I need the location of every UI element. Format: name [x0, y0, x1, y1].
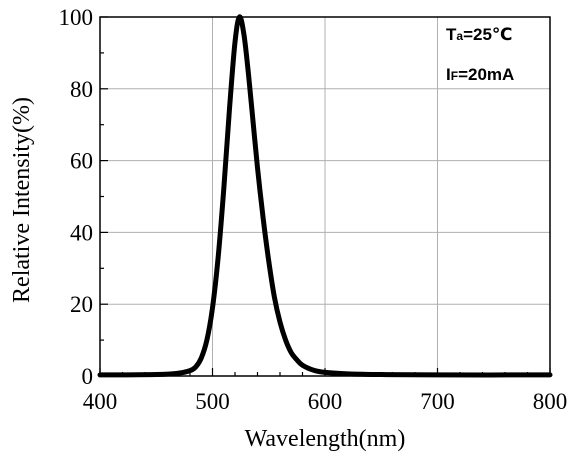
y-tick-label-60: 60 — [70, 149, 93, 174]
y-tick-label-20: 20 — [70, 292, 93, 317]
y-tick-label-100: 100 — [59, 5, 94, 30]
x-tick-label-800: 800 — [533, 389, 568, 414]
y-tick-label-40: 40 — [70, 220, 93, 245]
annotation-ta: Ta=25℃ — [446, 25, 513, 44]
x-axis-title: Wavelength(nm) — [245, 426, 406, 452]
y-tick-label-0: 0 — [82, 364, 94, 389]
y-tick-label-80: 80 — [70, 77, 93, 102]
x-tick-label-600: 600 — [308, 389, 343, 414]
tick-labels: 400 500 600 700 800 0 20 40 60 80 100 — [59, 5, 568, 414]
annotation-if: IF=20mA — [446, 65, 514, 84]
series-line-intensity — [97, 14, 553, 378]
x-tick-label-700: 700 — [420, 389, 455, 414]
grid-lines — [100, 17, 550, 376]
y-axis-title: Relative Intensity(%) — [9, 97, 35, 303]
x-tick-label-500: 500 — [195, 389, 230, 414]
x-tick-label-400: 400 — [83, 389, 118, 414]
